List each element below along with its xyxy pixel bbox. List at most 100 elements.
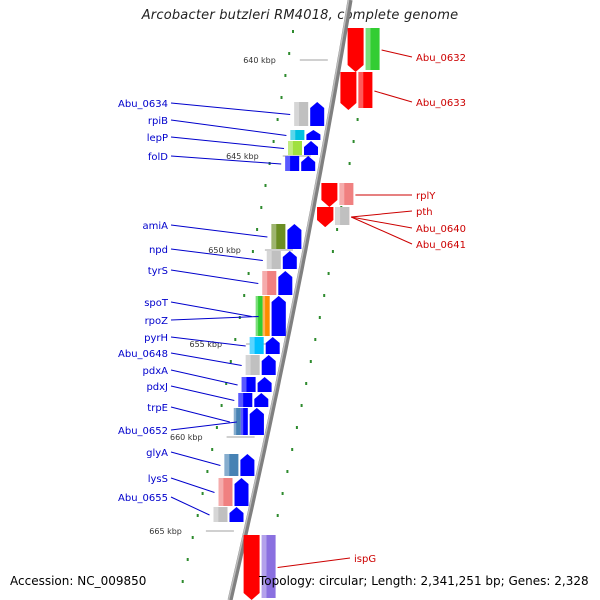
track-dot — [247, 272, 250, 275]
track-dot — [336, 228, 339, 231]
gene-leader — [170, 477, 215, 493]
cog-block-Abu_0632 — [365, 28, 380, 70]
gene-arrow-amiA — [287, 224, 302, 249]
cog-block-glyA — [224, 454, 239, 476]
cog-block-amiA — [271, 224, 286, 249]
track-dot — [309, 360, 312, 363]
track-dot — [331, 250, 334, 253]
cog-block-rpiB — [290, 130, 305, 140]
track-dot — [225, 382, 228, 385]
gene-label: rplY — [416, 191, 436, 202]
ruler-tick-label: 655 kbp — [189, 340, 222, 349]
cog-block-Abu_0652-shade — [240, 408, 244, 435]
track-dot — [286, 470, 289, 473]
gene-label: tyrS — [148, 266, 168, 277]
cog-block-lysS — [218, 478, 233, 506]
ruler-tick-label: 650 kbp — [208, 246, 241, 255]
gene-label: Abu_0655 — [118, 493, 168, 504]
track-dot — [291, 448, 294, 451]
track-dot — [276, 118, 279, 121]
cog-block-rpoZ-shade — [262, 296, 266, 336]
gene-label: rpoZ — [145, 316, 169, 327]
cog-block-trpE — [233, 408, 241, 435]
gene-label: pdxJ — [146, 382, 168, 393]
gene-arrow-Abu_0634 — [310, 102, 325, 126]
gene-leader — [170, 155, 282, 165]
gene-arrow-rpoZ — [271, 296, 286, 336]
gene-leader — [374, 90, 413, 103]
gene-leader — [381, 49, 413, 58]
cog-block-Abu_0641-shade — [335, 207, 341, 225]
gene-arrow-lysS — [234, 478, 249, 506]
gene-label: glyA — [146, 448, 168, 459]
cog-block-pdxA — [241, 377, 256, 392]
cog-block-Abu_0634-shade — [294, 102, 300, 126]
track-dot — [264, 184, 267, 187]
track-dot — [356, 118, 359, 121]
gene-leader — [351, 210, 413, 218]
gene-label: Abu_0633 — [416, 98, 466, 109]
cog-block-pdxA-shade — [241, 377, 247, 392]
cog-block-ispG-shade — [261, 535, 267, 598]
gene-leader — [170, 451, 221, 466]
track-dot — [276, 514, 279, 517]
gene-label: lysS — [148, 474, 168, 485]
gene-arrow-ispG — [243, 535, 260, 600]
cog-block-Abu_0641 — [335, 207, 350, 225]
gene-arrow-folD — [301, 156, 316, 171]
genome-backbone — [227, 0, 353, 600]
cog-block-Abu_0652 — [240, 408, 248, 435]
track-dot — [211, 448, 214, 451]
gene-label: rpiB — [148, 116, 168, 127]
gene-leader — [350, 216, 413, 245]
genome-backbone-highlight — [227, 0, 350, 600]
cog-block-lepP — [288, 141, 302, 155]
gene-arrow-npd — [282, 251, 297, 269]
track-dot — [280, 96, 283, 99]
gene-leader — [170, 224, 268, 238]
track-dot — [260, 206, 263, 209]
gene-leader — [170, 102, 291, 115]
ruler-tick-label: 665 kbp — [149, 527, 182, 536]
gene-label: pth — [416, 207, 433, 218]
cog-block-Abu_0634 — [294, 102, 309, 126]
cog-block-rplY — [339, 183, 354, 205]
gene-leader — [170, 336, 246, 347]
track-dot — [206, 470, 209, 473]
track-dot — [352, 140, 355, 143]
gene-arrow-pyrH — [265, 337, 280, 354]
cog-block-Abu_0633-shade — [358, 72, 364, 108]
ruler-tick-label: 660 kbp — [170, 433, 203, 442]
map-title: Arcobacter butzleri RM4018, complete gen… — [141, 8, 459, 23]
gene-arrow-Abu_0648 — [261, 355, 276, 375]
track-dot — [243, 294, 246, 297]
cog-block-folD — [285, 156, 300, 171]
gene-leader — [170, 119, 287, 136]
gene-leader — [170, 269, 259, 284]
gene-leader — [351, 216, 413, 229]
cog-block-spoT — [255, 296, 263, 336]
cog-block-npd — [266, 251, 281, 269]
track-dot — [314, 338, 317, 341]
gene-leader — [170, 406, 230, 423]
track-dot — [327, 272, 330, 275]
cog-block-Abu_0632-shade — [365, 28, 371, 70]
gene-label: pyrH — [144, 333, 168, 344]
track-dot — [215, 426, 218, 429]
track-dot — [323, 294, 326, 297]
track-dot — [220, 404, 223, 407]
cog-block-spoT-shade — [255, 296, 259, 336]
track-dot — [191, 536, 194, 539]
gene-leader — [170, 421, 237, 431]
gene-leader — [170, 352, 242, 366]
track-dot — [234, 338, 237, 341]
gene-arrow-Abu_0655 — [229, 507, 244, 522]
track-dot — [288, 52, 291, 55]
topology-text: Topology: circular; Length: 2,341,251 bp… — [259, 574, 589, 588]
gene-label: Abu_0648 — [118, 349, 168, 360]
cog-block-glyA-shade — [224, 454, 230, 476]
gene-leader — [170, 369, 238, 386]
cog-block-rpiB-shade — [290, 130, 296, 140]
